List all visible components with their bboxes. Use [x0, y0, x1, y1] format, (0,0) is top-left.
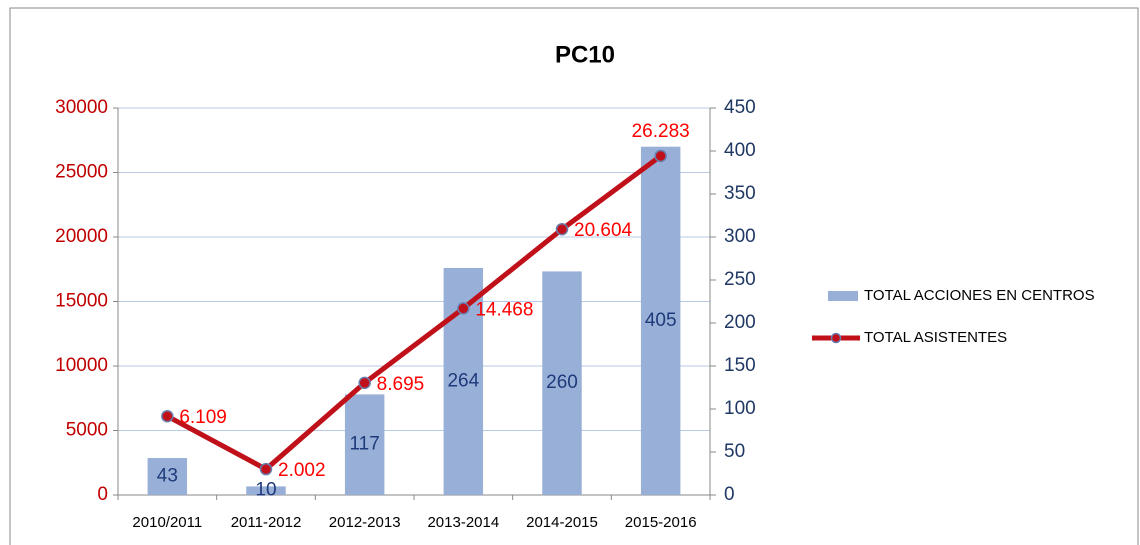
- line-marker: [555, 222, 569, 236]
- y2-tick-label: 450: [724, 97, 756, 118]
- x-tick-label: 2014-2015: [526, 514, 598, 531]
- x-tick-label: 2012-2013: [329, 514, 401, 531]
- legend-label: TOTAL ASISTENTES: [864, 329, 1007, 346]
- line-marker: [259, 462, 273, 476]
- y-tick-label: 5000: [66, 420, 108, 441]
- line: [166, 153, 663, 473]
- bar-value-label: 43: [157, 466, 178, 487]
- y2-tick-label: 0: [724, 484, 735, 505]
- y2-tick-label: 300: [724, 226, 756, 247]
- line-value-label: 8.695: [377, 374, 425, 395]
- y2-tick-label: 400: [724, 140, 756, 161]
- x-tick-label: 2013-2014: [427, 514, 499, 531]
- line-marker: [358, 376, 371, 390]
- bar-value-label: 264: [447, 370, 479, 391]
- x-tick-label: 2010/2011: [132, 514, 202, 531]
- bar: [640, 146, 681, 495]
- y2-tick-label: 50: [724, 441, 745, 462]
- line-value-label: 20.604: [574, 220, 633, 241]
- y-tick-label: 10000: [55, 355, 108, 376]
- legend-swatch: [830, 332, 842, 344]
- x-tick-label: 2015-2016: [625, 514, 697, 531]
- bar: [246, 486, 286, 495]
- bar: [147, 458, 188, 495]
- chart-title: PC10: [555, 41, 615, 68]
- line-value-label: 6.109: [179, 407, 227, 428]
- y-tick-label: 20000: [55, 226, 108, 247]
- bar: [344, 394, 385, 495]
- line-value-label: 14.468: [475, 299, 533, 320]
- bar: [542, 271, 582, 495]
- line-marker: [654, 149, 667, 163]
- y-tick-label: 30000: [55, 97, 108, 118]
- x-tick-label: 2011-2012: [231, 514, 302, 531]
- y-tick-label: 25000: [55, 162, 108, 183]
- legend-label: TOTAL ACCIONES EN CENTROS: [864, 287, 1095, 304]
- line-value-label: 2.002: [278, 460, 326, 481]
- y2-tick-label: 350: [724, 183, 756, 204]
- y2-tick-label: 200: [724, 312, 756, 333]
- y-tick-label: 0: [97, 484, 108, 505]
- bar-value-label: 10: [255, 480, 276, 501]
- y2-tick-label: 150: [724, 355, 756, 376]
- y-tick-label: 15000: [55, 291, 108, 312]
- line-marker: [161, 409, 174, 423]
- bar-value-label: 117: [350, 434, 380, 455]
- legend-swatch: [828, 291, 858, 301]
- bar-value-label: 260: [546, 372, 578, 393]
- y2-tick-label: 250: [724, 269, 756, 290]
- line-marker: [457, 302, 470, 315]
- line-value-label: 26.283: [632, 121, 690, 142]
- bar-value-label: 405: [645, 310, 677, 331]
- y2-tick-label: 100: [724, 398, 756, 419]
